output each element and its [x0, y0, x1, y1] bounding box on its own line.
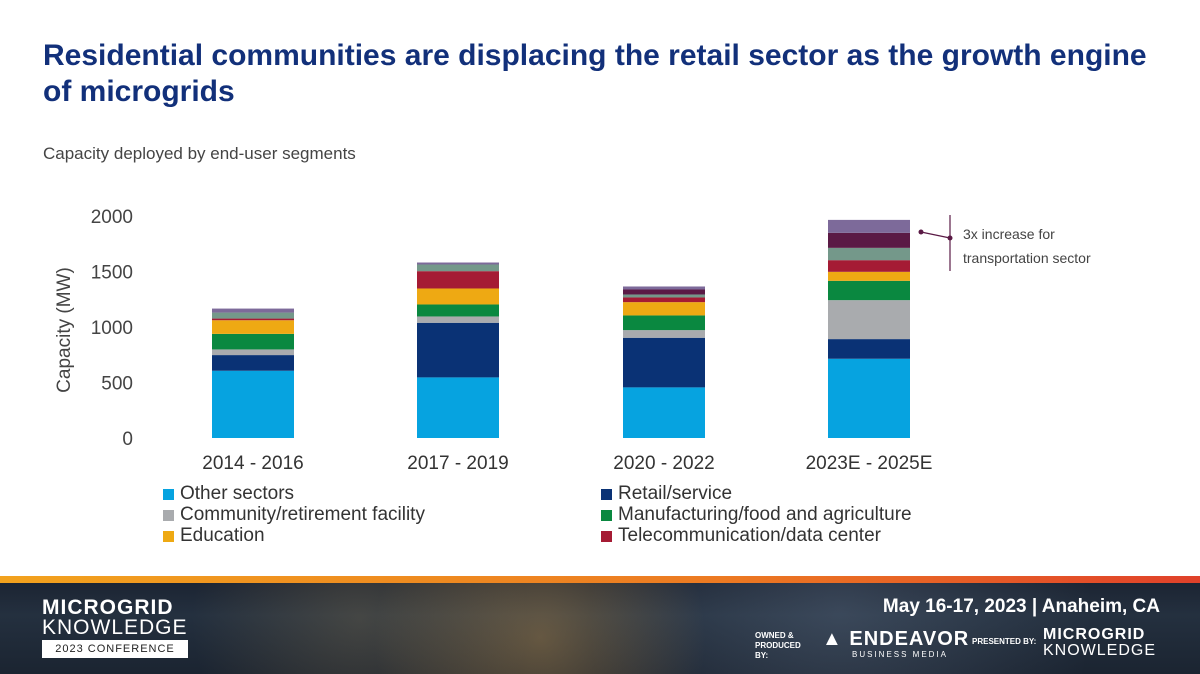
legend-item: Manufacturing/food and agriculture [601, 504, 912, 526]
legend-label: Manufacturing/food and agriculture [618, 504, 912, 525]
legend-swatch [601, 509, 612, 521]
bar-segment [623, 387, 705, 438]
bar-segment [417, 377, 499, 438]
conference-badge: 2023 CONFERENCE [42, 640, 188, 658]
bar-segment [828, 219, 910, 233]
bar-segment [623, 337, 705, 388]
bar-segment [417, 264, 499, 272]
bar-segment [623, 302, 705, 316]
footer-banner: MICROGRID KNOWLEDGE 2023 CONFERENCE May … [0, 576, 1200, 674]
y-tick-label: 500 [101, 374, 133, 395]
bar-segment [623, 294, 705, 298]
y-tick-label: 2000 [91, 207, 133, 228]
bar-segment [828, 247, 910, 261]
bar-segment [828, 280, 910, 301]
annotation-dot [947, 235, 953, 241]
x-tick-label: 2020 - 2022 [613, 453, 714, 470]
bar-segment [212, 370, 294, 438]
bar-segment [417, 322, 499, 378]
legend-swatch [601, 488, 612, 500]
accent-stripe [0, 576, 1200, 583]
bar-segment [828, 232, 910, 248]
bar-segment [212, 355, 294, 371]
legend-item: Retail/service [601, 483, 732, 505]
endeavor-sub: BUSINESS MEDIA [852, 650, 949, 659]
brand-line1: MICROGRID [42, 596, 174, 619]
annotation-text: 3x increase for transportation sector [963, 226, 1091, 266]
date-location: May 16-17, 2023 | Anaheim, CA [882, 596, 1160, 617]
legend-label: Telecommunication/data center [618, 525, 881, 546]
bar-segment [828, 358, 910, 438]
x-tick-label: 2014 - 2016 [202, 453, 303, 470]
annotation-dot [918, 229, 924, 235]
bar-segment [828, 339, 910, 359]
owned-by-label: OWNED & PRODUCED BY: [755, 631, 801, 660]
y-tick-label: 1500 [91, 263, 133, 284]
mk-logo-line2: KNOWLEDGE [1043, 642, 1157, 659]
bar-segment [623, 286, 705, 290]
bar-segment [417, 262, 499, 265]
bar-segment [417, 271, 499, 289]
bar-segment [623, 297, 705, 303]
legend-label: Retail/service [618, 483, 733, 504]
y-tick-label: 0 [122, 429, 133, 450]
presented-by-label: PRESENTED BY: [972, 637, 1037, 646]
legend-swatch [163, 530, 174, 542]
legend-label: Community/retirement facility [180, 504, 425, 525]
bar-segment [828, 260, 910, 272]
brand-line2: KNOWLEDGE [42, 616, 188, 639]
bar-segment [212, 349, 294, 356]
endeavor-logo: ▲ ENDEAVOR [822, 628, 970, 650]
legend-item: Other sectors [163, 483, 294, 505]
annotation-leader [920, 231, 951, 239]
bar-segment [623, 289, 705, 295]
legend-label: Other sectors [180, 483, 295, 504]
mk-logo-line1: MICROGRID [1043, 626, 1146, 643]
y-axis-label: Capacity (MW) [54, 267, 75, 393]
x-tick-label: 2017 - 2019 [407, 453, 508, 470]
bar-segment [828, 271, 910, 281]
chart-subtitle: Capacity deployed by end-user segments [43, 144, 356, 163]
bar-segment [212, 308, 294, 313]
bar-segment [417, 316, 499, 323]
bar-segment [212, 318, 294, 321]
legend-item: Community/retirement facility [163, 504, 425, 526]
page-title: Residential communities are displacing t… [43, 39, 1147, 108]
bar-segment [623, 315, 705, 331]
bar-segment [212, 333, 294, 350]
bar-segment [212, 312, 294, 319]
bar-segment [623, 330, 705, 338]
bar-segment [828, 300, 910, 340]
legend-item: Telecommunication/data center [601, 525, 881, 547]
stacked-bar-chart: 0 500 1000 1500 2000 Capacity (MW) 2014 - 2016… [54, 207, 953, 470]
bar-segment [212, 320, 294, 334]
bar-segment [417, 288, 499, 305]
legend-swatch [601, 530, 612, 542]
y-tick-label: 1000 [91, 318, 133, 339]
annotation: 3x increase for transportation sector [963, 222, 1093, 270]
legend-swatch [163, 488, 174, 500]
legend-label: Education [180, 525, 265, 546]
bar-segment [417, 304, 499, 317]
x-tick-label: 2023E - 2025E [806, 453, 933, 470]
legend-item: Education [163, 525, 265, 547]
legend-swatch [163, 509, 174, 521]
